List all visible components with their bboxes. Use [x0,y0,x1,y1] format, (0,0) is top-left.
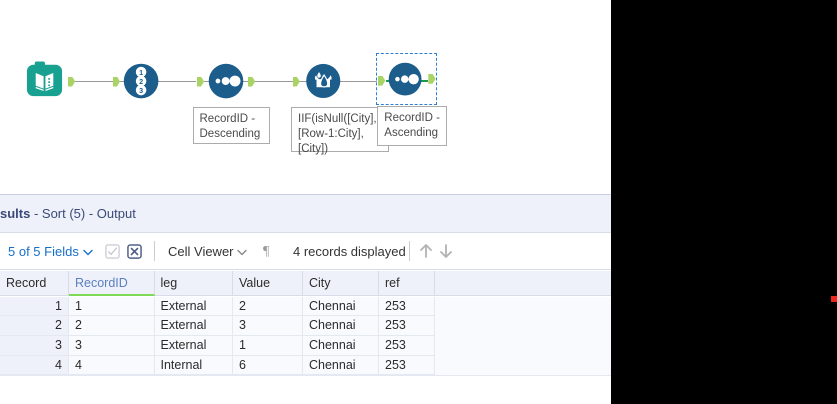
svg-text:3: 3 [139,86,143,95]
svg-text:2: 2 [139,77,143,86]
svg-text:1: 1 [139,68,143,77]
